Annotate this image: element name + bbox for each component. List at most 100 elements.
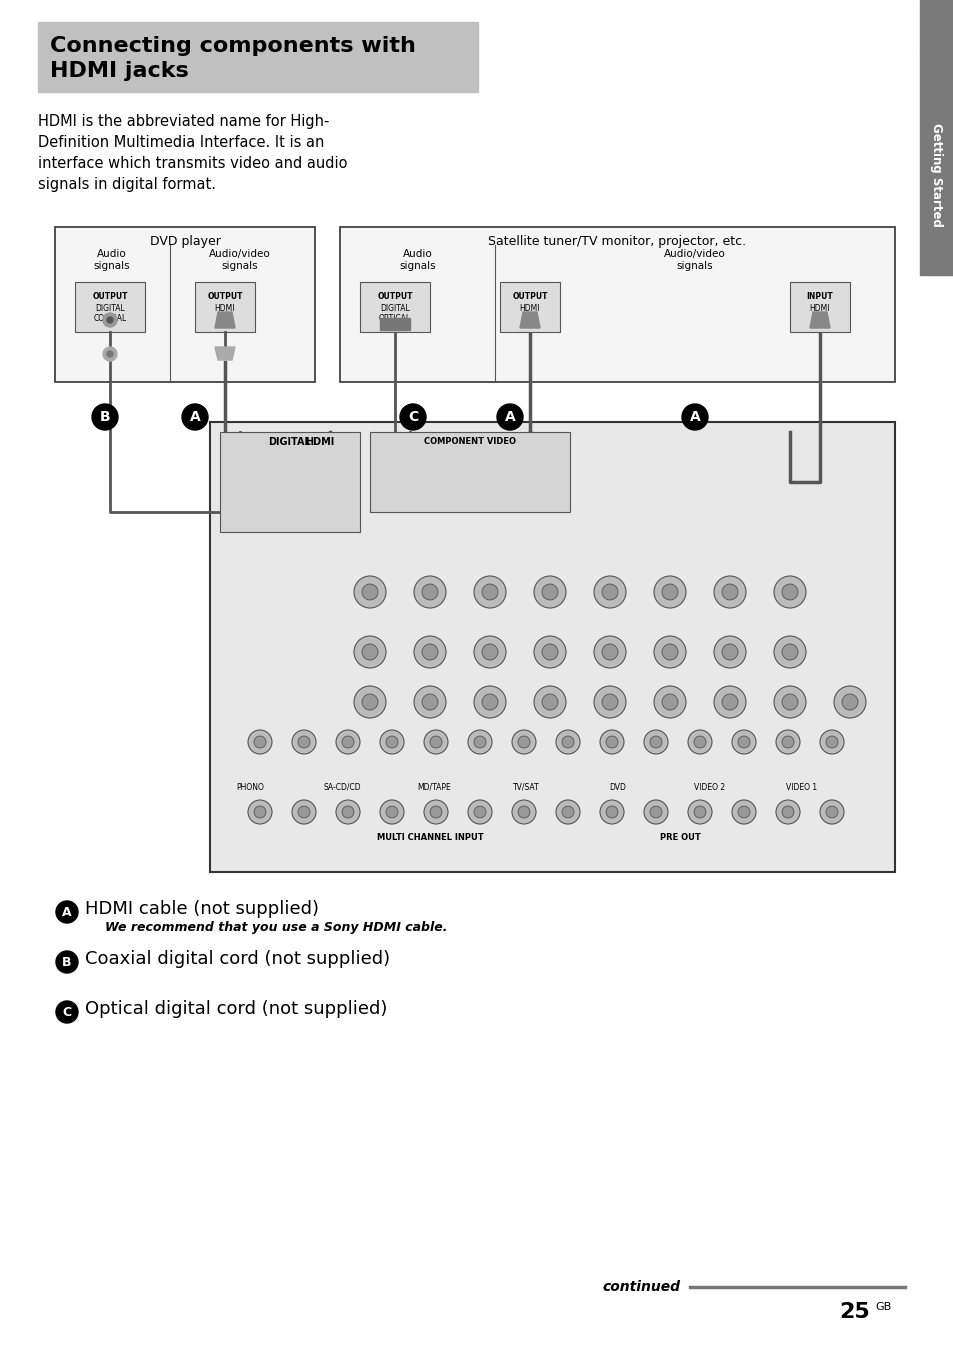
Bar [359, 283, 430, 333]
Circle shape [512, 730, 536, 754]
Text: DIGITAL
COAXIAL: DIGITAL COAXIAL [93, 304, 127, 323]
Circle shape [561, 806, 574, 818]
Text: DIGITAL: DIGITAL [269, 437, 311, 448]
Circle shape [601, 644, 618, 660]
Text: OUTPUT: OUTPUT [92, 292, 128, 301]
Circle shape [534, 685, 565, 718]
Circle shape [601, 694, 618, 710]
Circle shape [430, 806, 441, 818]
Circle shape [474, 685, 505, 718]
Text: DVD: DVD [609, 783, 626, 792]
Text: PRE OUT: PRE OUT [659, 833, 700, 842]
Circle shape [379, 730, 403, 754]
Circle shape [335, 800, 359, 823]
Text: C: C [408, 410, 417, 425]
Polygon shape [809, 312, 829, 329]
Circle shape [107, 352, 112, 357]
Circle shape [361, 584, 377, 600]
Circle shape [107, 316, 112, 323]
Text: A: A [689, 410, 700, 425]
Circle shape [481, 584, 497, 600]
Text: OUTPUT: OUTPUT [512, 292, 547, 301]
Circle shape [605, 735, 618, 748]
Polygon shape [214, 347, 234, 360]
Text: C: C [62, 1006, 71, 1018]
Circle shape [773, 635, 805, 668]
Circle shape [474, 635, 505, 668]
Circle shape [833, 685, 865, 718]
Circle shape [605, 806, 618, 818]
Text: TV/SAT: TV/SAT [512, 783, 538, 792]
Text: A: A [62, 906, 71, 918]
Text: A: A [190, 410, 200, 425]
Circle shape [103, 347, 117, 361]
Circle shape [661, 694, 678, 710]
Text: PHONO: PHONO [235, 783, 264, 792]
Circle shape [56, 1000, 78, 1023]
Text: A: A [504, 410, 515, 425]
Circle shape [253, 735, 266, 748]
Circle shape [423, 730, 448, 754]
Text: OUTPUT: OUTPUT [207, 292, 242, 301]
Circle shape [693, 806, 705, 818]
Circle shape [781, 584, 797, 600]
Text: continued: continued [601, 1280, 679, 1294]
Circle shape [825, 806, 837, 818]
Circle shape [354, 576, 386, 608]
Circle shape [649, 806, 661, 818]
Text: HDMI is the abbreviated name for High-
Definition Multimedia Interface. It is an: HDMI is the abbreviated name for High- D… [38, 114, 347, 192]
Circle shape [721, 644, 738, 660]
Circle shape [386, 806, 397, 818]
Circle shape [775, 730, 800, 754]
Text: DVD player: DVD player [150, 235, 220, 247]
Circle shape [182, 404, 208, 430]
Bar [789, 283, 849, 333]
Circle shape [91, 404, 118, 430]
Circle shape [421, 694, 437, 710]
Text: Satellite tuner/TV monitor, projector, etc.: Satellite tuner/TV monitor, projector, e… [488, 235, 746, 247]
Circle shape [468, 730, 492, 754]
Circle shape [474, 735, 485, 748]
Circle shape [56, 950, 78, 973]
Circle shape [601, 584, 618, 600]
Circle shape [773, 685, 805, 718]
Text: Optical digital cord (not supplied): Optical digital cord (not supplied) [85, 1000, 387, 1018]
Circle shape [512, 800, 536, 823]
Bar [194, 283, 254, 333]
Circle shape [421, 644, 437, 660]
Circle shape [654, 576, 685, 608]
Bar [210, 422, 894, 872]
Circle shape [297, 806, 310, 818]
Circle shape [354, 685, 386, 718]
Circle shape [341, 806, 354, 818]
Circle shape [781, 694, 797, 710]
Circle shape [713, 576, 745, 608]
Circle shape [775, 800, 800, 823]
Circle shape [594, 685, 625, 718]
Circle shape [248, 800, 272, 823]
Text: DIGITAL
OPTICAL: DIGITAL OPTICAL [378, 304, 411, 323]
Circle shape [599, 730, 623, 754]
Circle shape [423, 800, 448, 823]
Circle shape [681, 404, 707, 430]
Circle shape [661, 584, 678, 600]
Text: Audio
signals: Audio signals [93, 249, 131, 272]
Circle shape [414, 685, 446, 718]
Bar [75, 283, 145, 333]
Polygon shape [519, 312, 539, 329]
Circle shape [721, 584, 738, 600]
Circle shape [654, 685, 685, 718]
Text: B: B [99, 410, 111, 425]
Text: Getting Started: Getting Started [929, 123, 943, 227]
Circle shape [354, 635, 386, 668]
Circle shape [474, 806, 485, 818]
Circle shape [297, 735, 310, 748]
Circle shape [643, 730, 667, 754]
Text: Audio
signals: Audio signals [399, 249, 436, 272]
Circle shape [292, 800, 315, 823]
Circle shape [825, 735, 837, 748]
Circle shape [430, 735, 441, 748]
Circle shape [721, 694, 738, 710]
Circle shape [517, 735, 530, 748]
Circle shape [594, 576, 625, 608]
